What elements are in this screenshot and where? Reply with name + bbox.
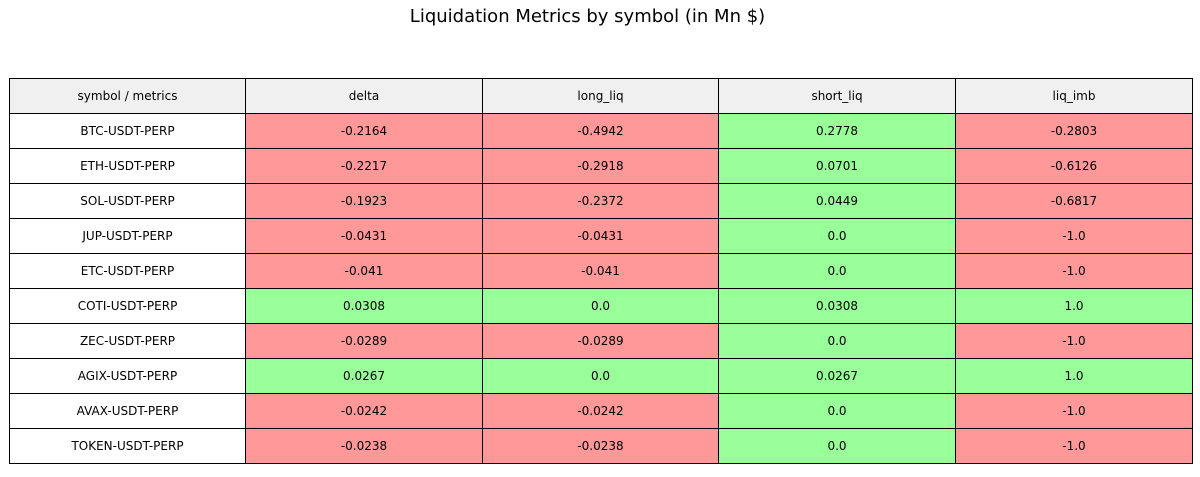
- value-cell-liq-imb: -1.0: [955, 323, 1193, 359]
- column-header-short-liq: short_liq: [718, 78, 956, 114]
- value-cell-delta: -0.2164: [245, 113, 483, 149]
- value-cell-long-liq: -0.2918: [482, 148, 719, 184]
- value-cell-liq-imb: -1.0: [955, 218, 1193, 254]
- row-label-symbol: JUP-USDT-PERP: [9, 218, 246, 254]
- row-label-symbol: BTC-USDT-PERP: [9, 113, 246, 149]
- row-label-symbol: TOKEN-USDT-PERP: [9, 428, 246, 464]
- value-cell-delta: -0.1923: [245, 183, 483, 219]
- value-cell-liq-imb: -0.2803: [955, 113, 1193, 149]
- value-cell-short-liq: 0.0449: [718, 183, 956, 219]
- row-label-symbol: AVAX-USDT-PERP: [9, 393, 246, 429]
- chart-title: Liquidation Metrics by symbol (in Mn $): [409, 6, 766, 27]
- value-cell-long-liq: -0.0238: [482, 428, 719, 464]
- value-cell-delta: -0.0289: [245, 323, 483, 359]
- column-header-liq-imb: liq_imb: [955, 78, 1193, 114]
- value-cell-liq-imb: 1.0: [955, 288, 1193, 324]
- value-cell-short-liq: 0.0: [718, 393, 956, 429]
- table-body: BTC-USDT-PERP -0.2164 -0.4942 0.2778 -0.2803…: [9, 113, 1193, 464]
- table-row: AGIX-USDT-PERP 0.0267 0.0 0.0267 1.0: [9, 358, 1193, 394]
- value-cell-delta: 0.0308: [245, 288, 483, 324]
- value-cell-delta: -0.0431: [245, 218, 483, 254]
- table-row: ETH-USDT-PERP -0.2217 -0.2918 0.0701 -0.6126: [9, 148, 1193, 184]
- value-cell-liq-imb: -1.0: [955, 393, 1193, 429]
- value-cell-long-liq: -0.0242: [482, 393, 719, 429]
- value-cell-liq-imb: -0.6817: [955, 183, 1193, 219]
- table-row: BTC-USDT-PERP -0.2164 -0.4942 0.2778 -0.2803: [9, 113, 1193, 149]
- value-cell-long-liq: -0.4942: [482, 113, 719, 149]
- table-row: SOL-USDT-PERP -0.1923 -0.2372 0.0449 -0.6817: [9, 183, 1193, 219]
- row-label-symbol: ETH-USDT-PERP: [9, 148, 246, 184]
- value-cell-long-liq: -0.0289: [482, 323, 719, 359]
- table-row: AVAX-USDT-PERP -0.0242 -0.0242 0.0 -1.0: [9, 393, 1193, 429]
- value-cell-long-liq: -0.041: [482, 253, 719, 289]
- value-cell-delta: 0.0267: [245, 358, 483, 394]
- value-cell-delta: -0.041: [245, 253, 483, 289]
- table-row: ETC-USDT-PERP -0.041 -0.041 0.0 -1.0: [9, 253, 1193, 289]
- table-row: TOKEN-USDT-PERP -0.0238 -0.0238 0.0 -1.0: [9, 428, 1193, 464]
- value-cell-long-liq: 0.0: [482, 358, 719, 394]
- row-label-symbol: ZEC-USDT-PERP: [9, 323, 246, 359]
- value-cell-delta: -0.0238: [245, 428, 483, 464]
- value-cell-short-liq: 0.0: [718, 323, 956, 359]
- value-cell-short-liq: 0.0701: [718, 148, 956, 184]
- value-cell-short-liq: 0.0308: [718, 288, 956, 324]
- liquidation-metrics-table: symbol / metrics delta long_liq short_liq li…: [9, 78, 1193, 464]
- row-label-symbol: SOL-USDT-PERP: [9, 183, 246, 219]
- value-cell-short-liq: 0.0: [718, 253, 956, 289]
- value-cell-long-liq: -0.0431: [482, 218, 719, 254]
- table-row: ZEC-USDT-PERP -0.0289 -0.0289 0.0 -1.0: [9, 323, 1193, 359]
- column-header-symbol: symbol / metrics: [9, 78, 246, 114]
- value-cell-liq-imb: -1.0: [955, 428, 1193, 464]
- table-row: JUP-USDT-PERP -0.0431 -0.0431 0.0 -1.0: [9, 218, 1193, 254]
- value-cell-liq-imb: -1.0: [955, 253, 1193, 289]
- value-cell-liq-imb: 1.0: [955, 358, 1193, 394]
- value-cell-liq-imb: -0.6126: [955, 148, 1193, 184]
- column-header-delta: delta: [245, 78, 483, 114]
- row-label-symbol: AGIX-USDT-PERP: [9, 358, 246, 394]
- value-cell-short-liq: 0.0: [718, 428, 956, 464]
- value-cell-long-liq: 0.0: [482, 288, 719, 324]
- value-cell-delta: -0.0242: [245, 393, 483, 429]
- value-cell-short-liq: 0.0267: [718, 358, 956, 394]
- value-cell-short-liq: 0.2778: [718, 113, 956, 149]
- header-row: symbol / metrics delta long_liq short_liq li…: [9, 78, 1193, 114]
- value-cell-long-liq: -0.2372: [482, 183, 719, 219]
- row-label-symbol: ETC-USDT-PERP: [9, 253, 246, 289]
- value-cell-delta: -0.2217: [245, 148, 483, 184]
- column-header-long-liq: long_liq: [482, 78, 719, 114]
- row-label-symbol: COTI-USDT-PERP: [9, 288, 246, 324]
- table-row: COTI-USDT-PERP 0.0308 0.0 0.0308 1.0: [9, 288, 1193, 324]
- value-cell-short-liq: 0.0: [718, 218, 956, 254]
